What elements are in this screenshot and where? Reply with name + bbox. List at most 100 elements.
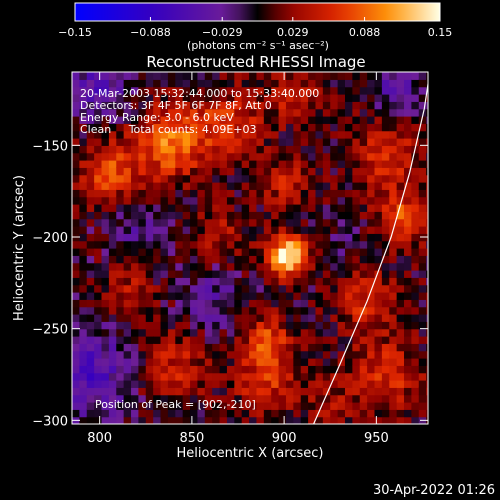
heatmap-cell — [138, 402, 147, 410]
heatmap-cell — [293, 321, 302, 330]
heatmap-cell — [182, 409, 191, 418]
heatmap-cell — [153, 321, 162, 330]
heatmap-cell — [212, 189, 221, 198]
heatmap-cell — [86, 196, 95, 205]
heatmap-cell — [278, 336, 287, 344]
heatmap-cell — [101, 189, 110, 198]
heatmap-cell — [396, 174, 405, 183]
heatmap-cell — [426, 123, 428, 132]
colorbar-tick-label: −0.15 — [58, 26, 92, 39]
heatmap-cell — [241, 94, 250, 102]
heatmap-cell — [418, 248, 427, 256]
heatmap-cell — [190, 211, 199, 220]
heatmap-cell — [263, 108, 272, 117]
heatmap-cell — [175, 299, 184, 308]
heatmap-cell — [241, 255, 250, 264]
heatmap-cell — [315, 174, 324, 183]
heatmap-cell — [322, 86, 331, 95]
heatmap-cell — [249, 79, 258, 88]
heatmap-cell — [389, 101, 398, 110]
heatmap-cell — [263, 328, 272, 337]
heatmap-cell — [263, 343, 272, 352]
heatmap-cell — [153, 372, 162, 381]
heatmap-cell — [308, 321, 317, 330]
heatmap-cell — [308, 72, 317, 80]
heatmap-cell — [352, 152, 361, 161]
heatmap-cell — [219, 72, 228, 80]
heatmap-cell — [234, 240, 243, 249]
heatmap-cell — [359, 72, 368, 80]
heatmap-cell — [249, 130, 258, 139]
heatmap-cell — [72, 255, 80, 264]
heatmap-cell — [212, 409, 221, 418]
heatmap-cell — [359, 123, 368, 132]
heatmap-cell — [367, 123, 376, 132]
heatmap-cell — [108, 314, 117, 322]
heatmap-cell — [116, 130, 125, 139]
heatmap-cell — [381, 79, 390, 88]
heatmap-cell — [293, 233, 302, 242]
heatmap-cell — [367, 86, 376, 95]
heatmap-cell — [116, 262, 125, 271]
heatmap-cell — [411, 123, 420, 132]
heatmap-cell — [86, 145, 95, 154]
heatmap-cell — [293, 328, 302, 337]
heatmap-cell — [271, 196, 280, 205]
heatmap-cell — [182, 416, 191, 424]
heatmap-cell — [241, 343, 250, 352]
heatmap-cell — [212, 123, 221, 132]
heatmap-cell — [145, 94, 154, 102]
heatmap-cell — [138, 189, 147, 198]
heatmap-cell — [234, 380, 243, 388]
heatmap-cell — [79, 189, 88, 198]
heatmap-cell — [212, 372, 221, 381]
heatmap-cell — [108, 182, 117, 190]
heatmap-cell — [72, 211, 80, 220]
heatmap-cell — [204, 292, 213, 300]
heatmap-cell — [374, 328, 383, 337]
heatmap-cell — [256, 343, 265, 352]
heatmap-cell — [131, 218, 140, 227]
heatmap-cell — [285, 79, 294, 88]
heatmap-cell — [86, 358, 95, 366]
heatmap-cell — [131, 387, 140, 396]
heatmap-cell — [234, 262, 243, 271]
heatmap-cell — [263, 416, 272, 424]
heatmap-cell — [322, 196, 331, 205]
heatmap-cell — [381, 182, 390, 190]
heatmap-cell — [101, 262, 110, 271]
heatmap-cell — [374, 130, 383, 139]
heatmap-cell — [108, 233, 117, 242]
heatmap-cell — [300, 270, 309, 278]
heatmap-cell — [94, 218, 103, 227]
heatmap-cell — [271, 174, 280, 183]
heatmap-cell — [330, 189, 339, 198]
heatmap-cell — [396, 152, 405, 161]
heatmap-cell — [337, 204, 346, 212]
heatmap-cell — [330, 101, 339, 110]
heatmap-cell — [308, 416, 317, 424]
heatmap-cell — [160, 123, 169, 132]
heatmap-cell — [404, 211, 412, 220]
heatmap-cell — [404, 284, 412, 293]
heatmap-cell — [271, 86, 280, 95]
heatmap-cell — [278, 394, 287, 403]
heatmap-cell — [131, 160, 140, 168]
heatmap-cell — [108, 123, 117, 132]
heatmap-cell — [396, 314, 405, 322]
heatmap-cell — [330, 248, 339, 256]
heatmap-cell — [219, 402, 228, 410]
heatmap-cell — [160, 130, 169, 139]
heatmap-cell — [175, 160, 184, 168]
heatmap-cell — [86, 116, 95, 124]
heatmap-cell — [197, 174, 206, 183]
heatmap-cell — [359, 350, 368, 359]
heatmap-cell — [426, 196, 428, 205]
heatmap-cell — [160, 358, 169, 366]
heatmap-cell — [131, 182, 140, 190]
heatmap-cell — [330, 402, 339, 410]
heatmap-cell — [116, 101, 125, 110]
heatmap-cell — [322, 299, 331, 308]
heatmap-cell — [418, 145, 427, 154]
heatmap-cell — [256, 299, 265, 308]
